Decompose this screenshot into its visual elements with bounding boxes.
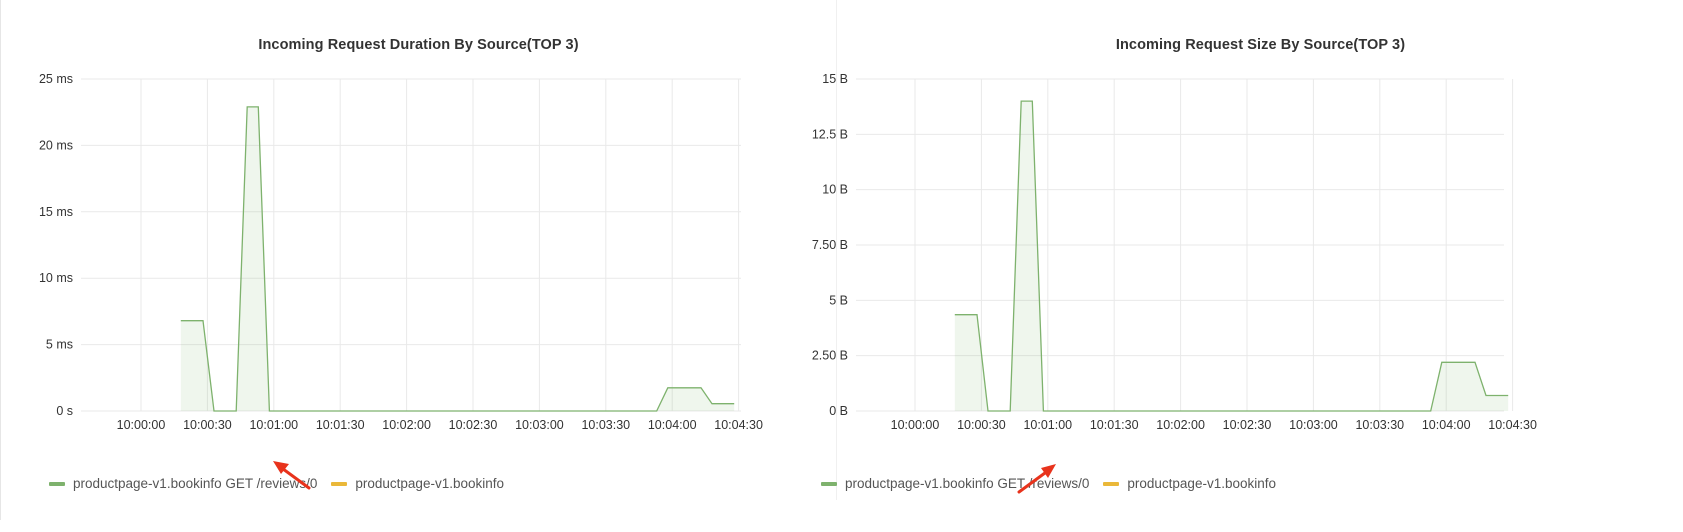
y-tick-label: 10 B: [822, 183, 848, 197]
x-tick-label: 10:01:30: [316, 418, 365, 432]
legend-label: productpage-v1.bookinfo GET /reviews/0: [845, 476, 1090, 491]
panel-divider: [836, 0, 837, 500]
y-tick-label: 15 B: [822, 72, 848, 86]
size-chart[interactable]: 0 B 2.50 B 5 B 7.50 B 10 B 12.5 B 15 B 10:00:00…: [812, 0, 1683, 470]
x-tick-label: 10:02:30: [1223, 418, 1272, 432]
x-tick-label: 10:04:30: [714, 418, 763, 432]
y-tick-label: 5 B: [829, 293, 848, 307]
x-tick-label: 10:03:00: [515, 418, 564, 432]
x-tick-label: 10:04:30: [1488, 418, 1537, 432]
y-tick-label: 7.50 B: [812, 238, 848, 252]
legend-label: productpage-v1.bookinfo GET /reviews/0: [73, 476, 318, 491]
x-tick-label: 10:02:00: [382, 418, 431, 432]
legend-swatch-green: [49, 481, 65, 486]
x-tick-label: 10:04:00: [648, 418, 697, 432]
x-tick-label: 10:02:00: [1156, 418, 1205, 432]
x-tick-label: 10:01:30: [1090, 418, 1139, 432]
x-tick-label: 10:00:00: [117, 418, 166, 432]
chart-title: Incoming Request Size By Source(TOP 3): [1115, 37, 1406, 53]
red-arrow-icon: [1017, 464, 1056, 494]
x-tick-label: 10:00:30: [183, 418, 232, 432]
legend-item-reviews[interactable]: productpage-v1.bookinfo GET /reviews/0: [49, 476, 317, 491]
y-tick-label: 15 ms: [39, 205, 73, 219]
y-tick-label: 2.50 B: [812, 349, 848, 363]
duration-panel: Incoming Request Duration By Source(TOP …: [0, 0, 836, 520]
chart-legend: productpage-v1.bookinfo GET /reviews/0 p…: [49, 476, 518, 491]
legend-item-reviews[interactable]: productpage-v1.bookinfo GET /reviews/0: [821, 476, 1089, 491]
x-tick-label: 10:00:30: [957, 418, 1006, 432]
x-tick-label: 10:00:00: [891, 418, 940, 432]
series-area-fill: [954, 101, 1509, 411]
y-tick-label: 25 ms: [39, 72, 73, 86]
y-tick-label: 10 ms: [39, 271, 73, 285]
legend-label: productpage-v1.bookinfo: [1127, 476, 1276, 491]
legend-swatch-green: [821, 481, 837, 486]
y-tick-label: 0 s: [56, 404, 73, 418]
series-line[interactable]: [180, 106, 735, 412]
x-tick-label: 10:03:30: [581, 418, 630, 432]
duration-chart[interactable]: 0 s 5 ms 10 ms 15 ms 20 ms 25 ms 10:00:00 10:00…: [1, 0, 836, 470]
x-tick-label: 10:01:00: [1023, 418, 1072, 432]
red-arrow-icon: [273, 461, 311, 490]
x-tick-label: 10:04:00: [1422, 418, 1471, 432]
y-tick-label: 12.5 B: [812, 127, 848, 141]
size-panel: Incoming Request Size By Source(TOP 3) 0…: [812, 0, 1683, 520]
legend-item-productpage[interactable]: productpage-v1.bookinfo: [331, 476, 504, 491]
series-line[interactable]: [954, 100, 1509, 412]
chart-legend: productpage-v1.bookinfo GET /reviews/0 p…: [821, 476, 1290, 491]
legend-swatch-yellow: [331, 481, 348, 486]
chart-title: Incoming Request Duration By Source(TOP …: [258, 37, 579, 53]
legend-label: productpage-v1.bookinfo: [355, 476, 504, 491]
y-tick-label: 0 B: [829, 404, 848, 418]
legend-swatch-yellow: [1103, 481, 1120, 486]
y-tick-label: 5 ms: [46, 338, 73, 352]
x-tick-label: 10:03:30: [1355, 418, 1404, 432]
x-tick-label: 10:03:00: [1289, 418, 1338, 432]
x-tick-label: 10:01:00: [249, 418, 298, 432]
y-tick-label: 20 ms: [39, 138, 73, 152]
legend-item-productpage[interactable]: productpage-v1.bookinfo: [1103, 476, 1276, 491]
x-tick-label: 10:02:30: [449, 418, 498, 432]
